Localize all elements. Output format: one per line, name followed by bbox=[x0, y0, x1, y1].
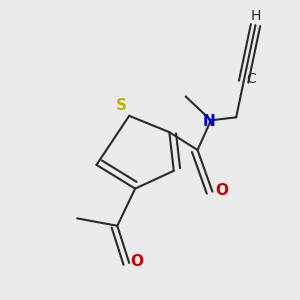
Text: O: O bbox=[130, 254, 143, 269]
Text: C: C bbox=[246, 72, 256, 86]
Text: O: O bbox=[215, 183, 228, 198]
Text: H: H bbox=[250, 9, 261, 23]
Text: N: N bbox=[203, 114, 216, 129]
Text: S: S bbox=[116, 98, 127, 113]
